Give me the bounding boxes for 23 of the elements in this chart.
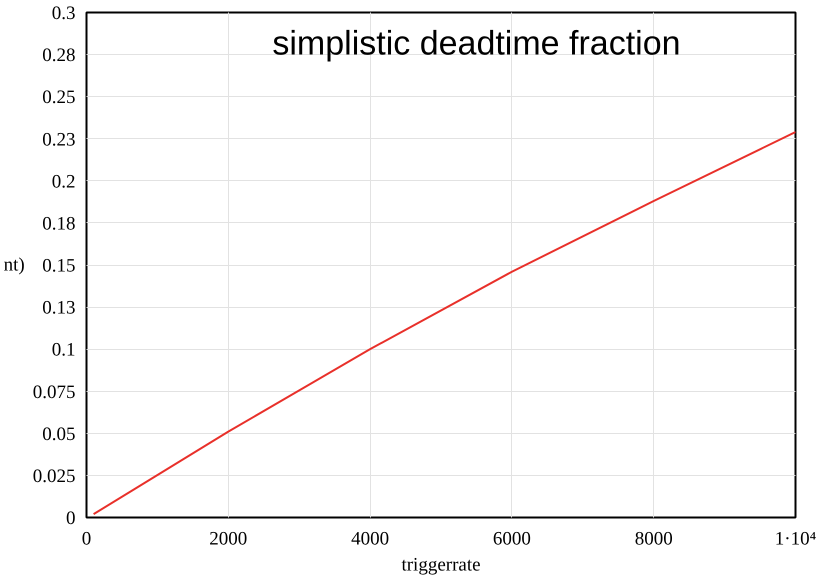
y-tick-label: 0.18 bbox=[42, 213, 76, 234]
y-tick-label: 0.1 bbox=[52, 340, 76, 361]
x-tick-label: 1·10⁴ bbox=[774, 528, 817, 550]
chart-title: simplistic deadtime fraction bbox=[272, 24, 681, 62]
y-tick-label: 0.13 bbox=[42, 298, 76, 319]
y-tick-label: 0.025 bbox=[32, 466, 76, 487]
y-tick-label: 0.05 bbox=[42, 424, 76, 445]
x-tick-label: 0 bbox=[82, 528, 92, 550]
x-tick-label: 8000 bbox=[634, 528, 673, 550]
y-tick-label: 0.075 bbox=[32, 382, 76, 403]
y-axis-title: nt) bbox=[4, 254, 25, 276]
x-tick-label: 2000 bbox=[209, 528, 248, 550]
y-tick-label: 0.25 bbox=[42, 87, 76, 108]
line-series bbox=[92, 131, 796, 516]
y-tick-label: 0.15 bbox=[42, 256, 76, 276]
x-tick-label: 4000 bbox=[351, 528, 390, 550]
y-tick-label: 0.28 bbox=[42, 45, 76, 66]
y-tick-label: 0.3 bbox=[52, 3, 76, 24]
x-axis-title: triggerrate bbox=[401, 554, 481, 576]
y-tick-label: 0 bbox=[66, 508, 76, 529]
x-tick-label: 6000 bbox=[492, 528, 531, 550]
y-tick-label: 0.2 bbox=[52, 171, 76, 192]
y-tick-label: 0.23 bbox=[42, 129, 76, 150]
